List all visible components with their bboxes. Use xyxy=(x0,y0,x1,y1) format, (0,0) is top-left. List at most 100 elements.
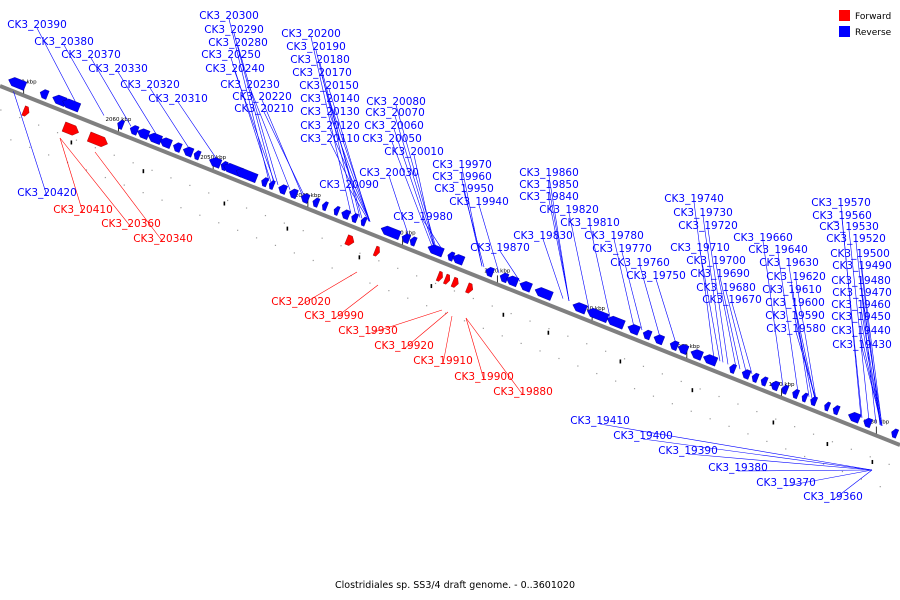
leader-line xyxy=(149,87,191,150)
leader-line xyxy=(642,438,873,471)
reverse-gene xyxy=(360,216,368,227)
forward-gene xyxy=(443,273,451,285)
reverse-gene xyxy=(653,334,666,346)
forward-gene-label: CK3_19900 xyxy=(454,371,514,383)
reverse-gene xyxy=(760,376,769,387)
leader-line xyxy=(263,111,305,196)
reverse-gene-label: CK3_19970 xyxy=(432,159,492,171)
reverse-gene-label: CK3_19630 xyxy=(759,257,819,269)
track-dot xyxy=(709,418,711,420)
reverse-gene-label: CK3_19460 xyxy=(831,299,891,311)
reverse-gene xyxy=(770,380,781,392)
reverse-gene xyxy=(729,363,738,374)
reverse-gene xyxy=(642,329,653,341)
track-dot xyxy=(671,403,673,405)
leader-line xyxy=(548,199,570,302)
kbp-tick-label: 2060 kbp xyxy=(105,117,131,123)
track-dot xyxy=(850,448,852,450)
reverse-gene xyxy=(606,315,626,330)
track-dot xyxy=(652,395,655,397)
leader-line xyxy=(177,101,219,162)
reverse-gene xyxy=(159,137,173,149)
track-dot xyxy=(482,327,484,329)
leader-line xyxy=(333,284,379,320)
leader-line xyxy=(613,238,635,327)
reverse-gene-label: CK3_20370 xyxy=(61,49,121,61)
reverse-gene xyxy=(62,98,82,113)
leader-line xyxy=(655,278,677,344)
reverse-gene xyxy=(117,119,126,130)
track-dot xyxy=(407,297,409,299)
leader-line xyxy=(859,256,881,426)
leader-line xyxy=(59,137,84,214)
reverse-gene xyxy=(209,157,223,169)
leader-line xyxy=(860,333,882,426)
reverse-gene xyxy=(863,417,873,429)
reverse-gene-label: CK3_19380 xyxy=(708,462,768,474)
track-dot xyxy=(860,478,862,480)
track-dot xyxy=(605,350,607,352)
track-dot xyxy=(680,380,682,383)
reverse-gene-label: CK3_19580 xyxy=(766,323,826,335)
reverse-gene-label: CK3_20110 xyxy=(300,133,360,145)
reverse-gene-label: CK3_20170 xyxy=(292,67,352,79)
track-dot xyxy=(264,214,267,217)
leader-line xyxy=(737,469,873,472)
leader-line xyxy=(725,290,747,372)
reverse-gene-label: CK3_19850 xyxy=(519,179,579,191)
reverse-gene-label: CK3_20420 xyxy=(17,187,77,199)
track-dot xyxy=(804,455,806,458)
track-dot xyxy=(718,395,720,398)
track-dot xyxy=(331,267,333,269)
reverse-gene-label: CK3_19660 xyxy=(733,232,793,244)
kbp-tick-label: 1990 kbp xyxy=(769,382,795,388)
leader-line xyxy=(795,331,817,400)
forward-gene-label: CK3_19880 xyxy=(493,386,553,398)
reverse-gene-label: CK3_19590 xyxy=(765,310,825,322)
reverse-gene xyxy=(235,167,259,184)
leader-line xyxy=(310,36,352,215)
reverse-gene xyxy=(193,150,202,161)
leader-line xyxy=(848,229,870,421)
track-dot xyxy=(831,441,834,443)
reverse-gene-label: CK3_20060 xyxy=(364,120,424,132)
track-dot xyxy=(359,252,361,254)
track-dot xyxy=(586,343,588,345)
track-dot xyxy=(869,456,871,458)
kbp-tick-label: 2050 kbp xyxy=(200,155,226,161)
reverse-gene xyxy=(322,201,329,212)
reverse-gene-label: CK3_19830 xyxy=(513,230,573,242)
reverse-gene-label: CK3_19960 xyxy=(432,171,492,183)
leader-line xyxy=(548,175,570,302)
track-dot xyxy=(596,372,598,375)
reverse-gene-label: CK3_19390 xyxy=(658,445,718,457)
leader-line xyxy=(499,250,521,282)
track-dot xyxy=(56,132,59,134)
kbp-tick-label: 1980 kbp xyxy=(863,420,889,426)
leader-line xyxy=(36,27,78,105)
track-dot xyxy=(633,388,636,390)
reverse-gene-label: CK3_19700 xyxy=(686,255,746,267)
leader-line xyxy=(639,265,661,338)
reverse-gene-label: CK3_20210 xyxy=(234,103,294,115)
reverse-gene-label: CK3_19810 xyxy=(560,217,620,229)
leader-line xyxy=(548,187,570,302)
reverse-gene-label: CK3_19840 xyxy=(519,191,579,203)
forward-gene xyxy=(344,234,355,246)
leader-line xyxy=(388,175,410,238)
kbp-tick-label: 2030 kbp xyxy=(390,231,416,237)
track-dot xyxy=(888,463,890,465)
reverse-gene-label: CK3_19440 xyxy=(831,325,891,337)
track-dot xyxy=(577,365,579,367)
reverse-gene-label: CK3_19730 xyxy=(673,207,733,219)
reverse-gene-label: CK3_19860 xyxy=(519,167,579,179)
track-dot xyxy=(227,199,229,202)
genome-backbone xyxy=(0,84,900,447)
track-dot xyxy=(747,433,749,435)
leader-line xyxy=(777,252,799,393)
leader-line xyxy=(465,317,524,396)
track-dot xyxy=(340,245,342,247)
reverse-gene xyxy=(677,344,690,355)
track-dot xyxy=(397,267,399,269)
